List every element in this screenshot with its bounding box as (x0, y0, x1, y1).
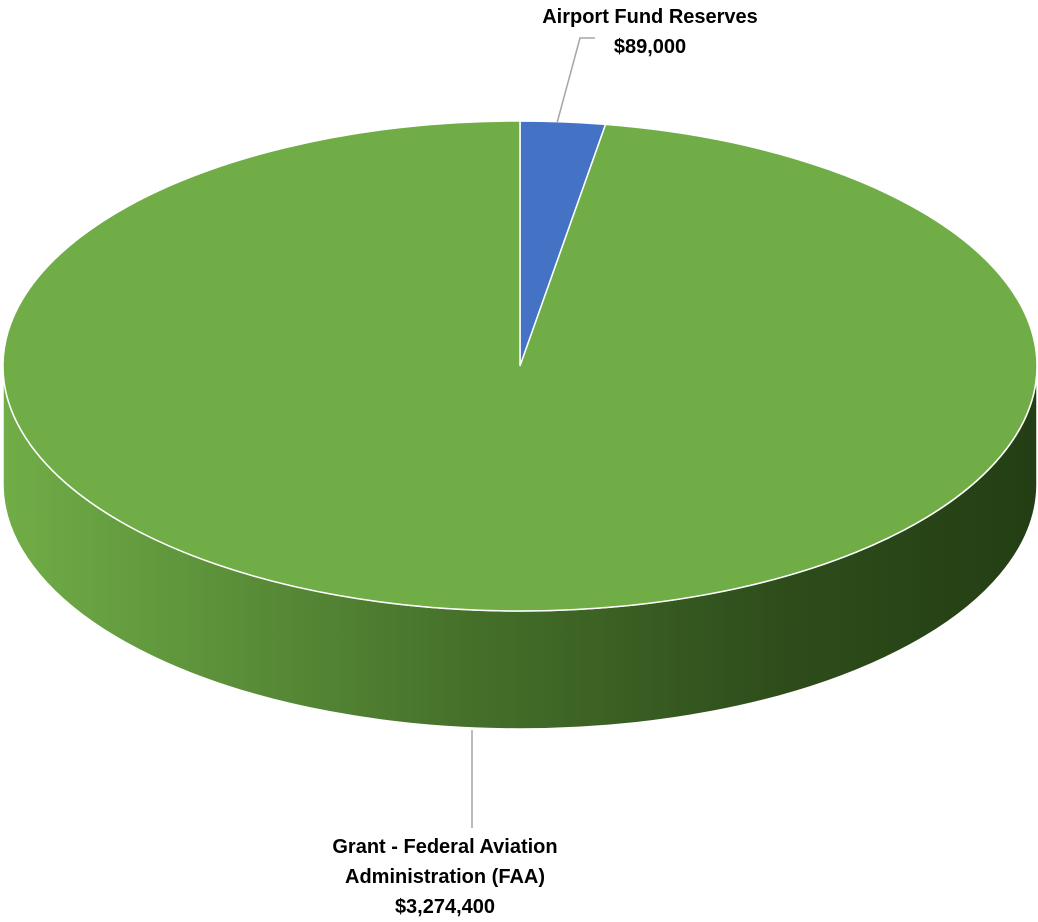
slice-label-line: Administration (FAA) (345, 866, 545, 888)
slice-label-grant-faa: Grant - Federal Aviation Administration … (300, 832, 590, 922)
pie-plot-area (2, 120, 1038, 730)
leader-line-airport-fund-reserves (556, 37, 595, 124)
leader-lines (471, 37, 595, 828)
slice-label-airport-fund-reserves: Airport Fund Reserves $89,000 (520, 2, 780, 62)
slice-label-line: Grant - Federal Aviation (332, 836, 558, 858)
slice-label-line: Airport Fund Reserves (542, 6, 758, 28)
slice-value-label: $3,274,400 (394, 896, 496, 918)
pie-slice-grant-faa (2, 120, 1038, 612)
slice-value-label: $89,000 (613, 36, 687, 58)
